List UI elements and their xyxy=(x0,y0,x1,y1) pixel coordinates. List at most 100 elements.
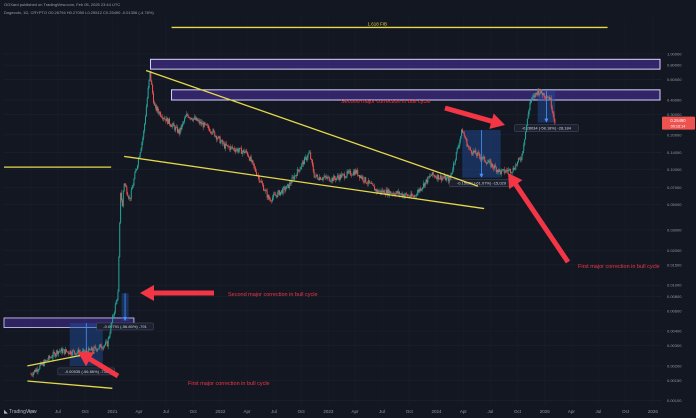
candle-body xyxy=(360,175,362,179)
candle-body xyxy=(339,174,341,180)
candle-body xyxy=(134,172,136,180)
candle-body xyxy=(157,107,159,112)
candle-body xyxy=(526,118,528,126)
candle-body xyxy=(191,117,193,120)
candle-body xyxy=(461,129,463,133)
candle-body xyxy=(469,147,471,151)
candle-body xyxy=(337,175,339,178)
candle-body xyxy=(486,162,488,164)
candle-body xyxy=(327,177,329,179)
x-tick-label: Apr xyxy=(244,409,252,414)
candle-body xyxy=(112,315,114,323)
candle-body xyxy=(549,97,551,100)
candle-body xyxy=(144,123,146,131)
candle-body xyxy=(317,176,319,179)
candle-body xyxy=(456,148,458,152)
candle-body xyxy=(53,352,55,353)
x-tick-label: Apr xyxy=(352,409,360,414)
x-tick-label: Oct xyxy=(298,409,306,414)
annotation-text: Second major correction in bull cycle xyxy=(341,99,431,105)
candle-body xyxy=(481,158,483,160)
candle-body xyxy=(377,189,379,193)
candle-body xyxy=(229,146,231,150)
candle-body xyxy=(85,350,87,353)
candle-body xyxy=(235,150,237,152)
candle-body xyxy=(382,190,384,193)
candle-body xyxy=(358,174,360,176)
candle-body xyxy=(192,118,194,121)
candle-body xyxy=(285,188,287,191)
candle-body xyxy=(345,176,347,178)
candle-body xyxy=(124,183,126,185)
candle-body xyxy=(185,114,187,117)
candle-body xyxy=(162,118,164,119)
candle-body xyxy=(543,93,545,97)
candle-body xyxy=(168,118,170,125)
candle-body xyxy=(412,196,414,197)
candle-body xyxy=(544,96,546,98)
candle-body xyxy=(160,116,162,118)
candle-body xyxy=(136,165,138,169)
candle-body xyxy=(184,116,186,119)
candle-body xyxy=(417,189,419,193)
candle-body xyxy=(288,182,290,189)
candle-body xyxy=(318,178,320,181)
candle-body xyxy=(514,169,516,170)
candle-body xyxy=(352,171,354,176)
candle-body xyxy=(378,191,380,193)
candle-body xyxy=(547,97,549,98)
candle-body xyxy=(247,155,249,158)
candle-body xyxy=(57,350,59,355)
candle-body xyxy=(97,349,99,351)
candle-body xyxy=(432,172,434,176)
candle-body xyxy=(335,177,337,180)
candle-body xyxy=(147,87,149,99)
x-tick-label: Oct xyxy=(622,409,630,414)
candle-body xyxy=(491,163,493,167)
candle-body xyxy=(137,158,139,166)
candle-body xyxy=(509,169,511,170)
candle-body xyxy=(506,170,508,171)
candle-body xyxy=(437,174,439,180)
candle-body xyxy=(553,114,555,120)
x-tick-label: Jul xyxy=(55,409,61,414)
candle-body xyxy=(180,127,182,130)
candle-body xyxy=(521,154,523,160)
candle-body xyxy=(227,145,229,147)
candle-body xyxy=(271,197,273,201)
candle-body xyxy=(470,150,472,154)
candle-body xyxy=(396,191,398,193)
measure-label: -0.28034 (-58.18%) -28,184 xyxy=(522,126,572,131)
candle-body xyxy=(64,349,66,354)
measure-label: -0.00791 (-56.80%) -791 xyxy=(103,324,147,329)
candle-body xyxy=(330,181,332,182)
candle-body xyxy=(217,136,219,139)
candle-body xyxy=(539,93,541,95)
candle-body xyxy=(192,119,194,121)
candle-body xyxy=(44,360,46,362)
candle-body xyxy=(427,176,429,183)
x-tick-label: Apr xyxy=(27,409,35,414)
candle-body xyxy=(529,102,531,110)
candle-body xyxy=(319,177,321,180)
y-tick-label: 0.05000 xyxy=(667,202,682,207)
candle-body xyxy=(343,174,345,179)
annotation-arrow xyxy=(444,105,505,129)
candle-body xyxy=(334,175,336,179)
candle-body xyxy=(399,193,401,195)
candle-body xyxy=(247,152,249,156)
candle-body xyxy=(251,160,253,162)
candle-body xyxy=(373,185,375,187)
candle-body xyxy=(311,160,313,166)
candle-body xyxy=(533,95,535,97)
candle-body xyxy=(238,150,240,152)
candle-body xyxy=(265,190,267,192)
candle-body xyxy=(510,172,512,174)
candle-body xyxy=(283,187,285,188)
candle-body xyxy=(310,152,312,160)
candle-body xyxy=(52,352,54,358)
candle-body xyxy=(228,146,230,148)
candle-body xyxy=(390,193,392,194)
candle-body xyxy=(492,163,494,168)
